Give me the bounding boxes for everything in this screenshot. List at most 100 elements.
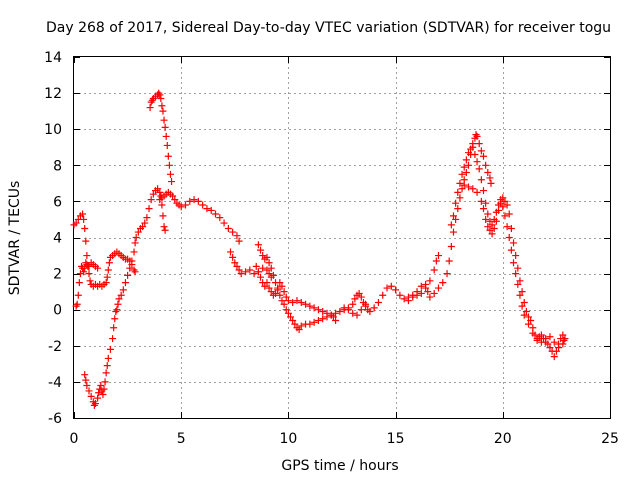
data-point: [520, 311, 528, 319]
data-point: [145, 205, 153, 213]
data-point: [112, 308, 120, 316]
data-point: [81, 224, 89, 232]
data-point: [259, 264, 267, 272]
data-point: [458, 185, 466, 193]
data-point: [319, 315, 327, 323]
data-point: [289, 298, 297, 306]
data-point: [109, 335, 117, 343]
data-point: [289, 317, 297, 325]
data-point: [146, 104, 154, 112]
data-point: [119, 286, 127, 294]
data-point: [499, 203, 507, 211]
data-point: [233, 232, 241, 240]
data-point: [254, 268, 262, 276]
data-point: [274, 284, 282, 292]
data-point: [165, 161, 173, 169]
data-point: [86, 277, 94, 285]
data-points: [70, 89, 569, 409]
data-point: [314, 317, 322, 325]
x-axis-label: GPS time / hours: [281, 458, 398, 474]
data-point: [314, 306, 322, 314]
y-axis-label: SDTVAR / TECUs: [7, 181, 23, 296]
chart-title: Day 268 of 2017, Sidereal Day-to-day VTE…: [46, 20, 611, 36]
data-point: [216, 214, 224, 222]
data-point: [522, 308, 530, 316]
data-point: [374, 298, 382, 306]
data-point: [507, 224, 515, 232]
data-point: [297, 298, 305, 306]
data-point: [480, 205, 488, 213]
data-point: [336, 308, 344, 316]
y-tick-label: -6: [48, 411, 62, 427]
data-point: [332, 309, 340, 317]
data-point: [263, 279, 271, 287]
data-point: [490, 224, 498, 232]
data-point: [488, 230, 496, 238]
data-point: [469, 185, 477, 193]
data-point: [366, 308, 374, 316]
data-point: [344, 306, 352, 314]
data-point: [430, 289, 438, 297]
data-point: [261, 282, 269, 290]
data-point: [550, 338, 558, 346]
y-tick-label: -4: [48, 375, 62, 391]
data-point: [74, 291, 82, 299]
data-point: [149, 190, 157, 198]
y-tick-label: -2: [48, 339, 62, 355]
data-point: [295, 326, 303, 334]
data-point: [73, 300, 81, 308]
data-point: [443, 270, 451, 278]
data-point: [484, 169, 492, 177]
data-point: [462, 156, 470, 164]
data-point: [103, 273, 111, 281]
data-point: [501, 197, 509, 205]
data-point: [310, 318, 318, 326]
axis-ticks: 0 5 10 15 20 25 -6 -4 -2 0 2 4 6 8 10 12 14: [44, 50, 619, 447]
data-point: [424, 288, 432, 296]
data-point: [546, 333, 554, 341]
y-tick-label: 4: [53, 231, 62, 247]
data-point: [101, 378, 109, 386]
data-point: [434, 252, 442, 260]
data-point: [111, 315, 119, 323]
data-point: [458, 170, 466, 178]
data-point: [110, 324, 118, 332]
data-point: [456, 194, 464, 202]
data-point: [282, 293, 290, 301]
data-point: [434, 284, 442, 292]
data-point: [90, 401, 98, 409]
data-point: [194, 197, 202, 205]
y-tick-label: 2: [53, 267, 62, 283]
data-point: [224, 224, 232, 232]
x-tick-label: 5: [177, 431, 186, 447]
data-point: [104, 354, 112, 362]
data-point: [495, 206, 503, 214]
data-point: [484, 210, 492, 218]
data-point: [250, 270, 258, 278]
data-point: [162, 132, 170, 140]
data-point: [497, 199, 505, 207]
data-point: [505, 210, 513, 218]
data-point: [400, 295, 408, 303]
data-point: [323, 309, 331, 317]
data-point: [80, 215, 88, 223]
data-point: [404, 293, 412, 301]
grid: [74, 57, 610, 418]
x-tick-label: 10: [279, 431, 297, 447]
data-point: [319, 308, 327, 316]
data-point: [233, 262, 241, 270]
data-point: [126, 264, 134, 272]
data-point: [559, 340, 567, 348]
data-point: [456, 179, 464, 187]
data-point: [105, 259, 113, 267]
data-point: [199, 201, 207, 209]
data-point: [128, 257, 136, 265]
data-point: [106, 345, 114, 353]
plot-frame: [73, 56, 611, 419]
data-point: [520, 298, 528, 306]
data-point: [471, 150, 479, 158]
data-point: [159, 212, 167, 220]
data-point: [158, 201, 166, 209]
y-tick-label: 10: [44, 122, 62, 138]
